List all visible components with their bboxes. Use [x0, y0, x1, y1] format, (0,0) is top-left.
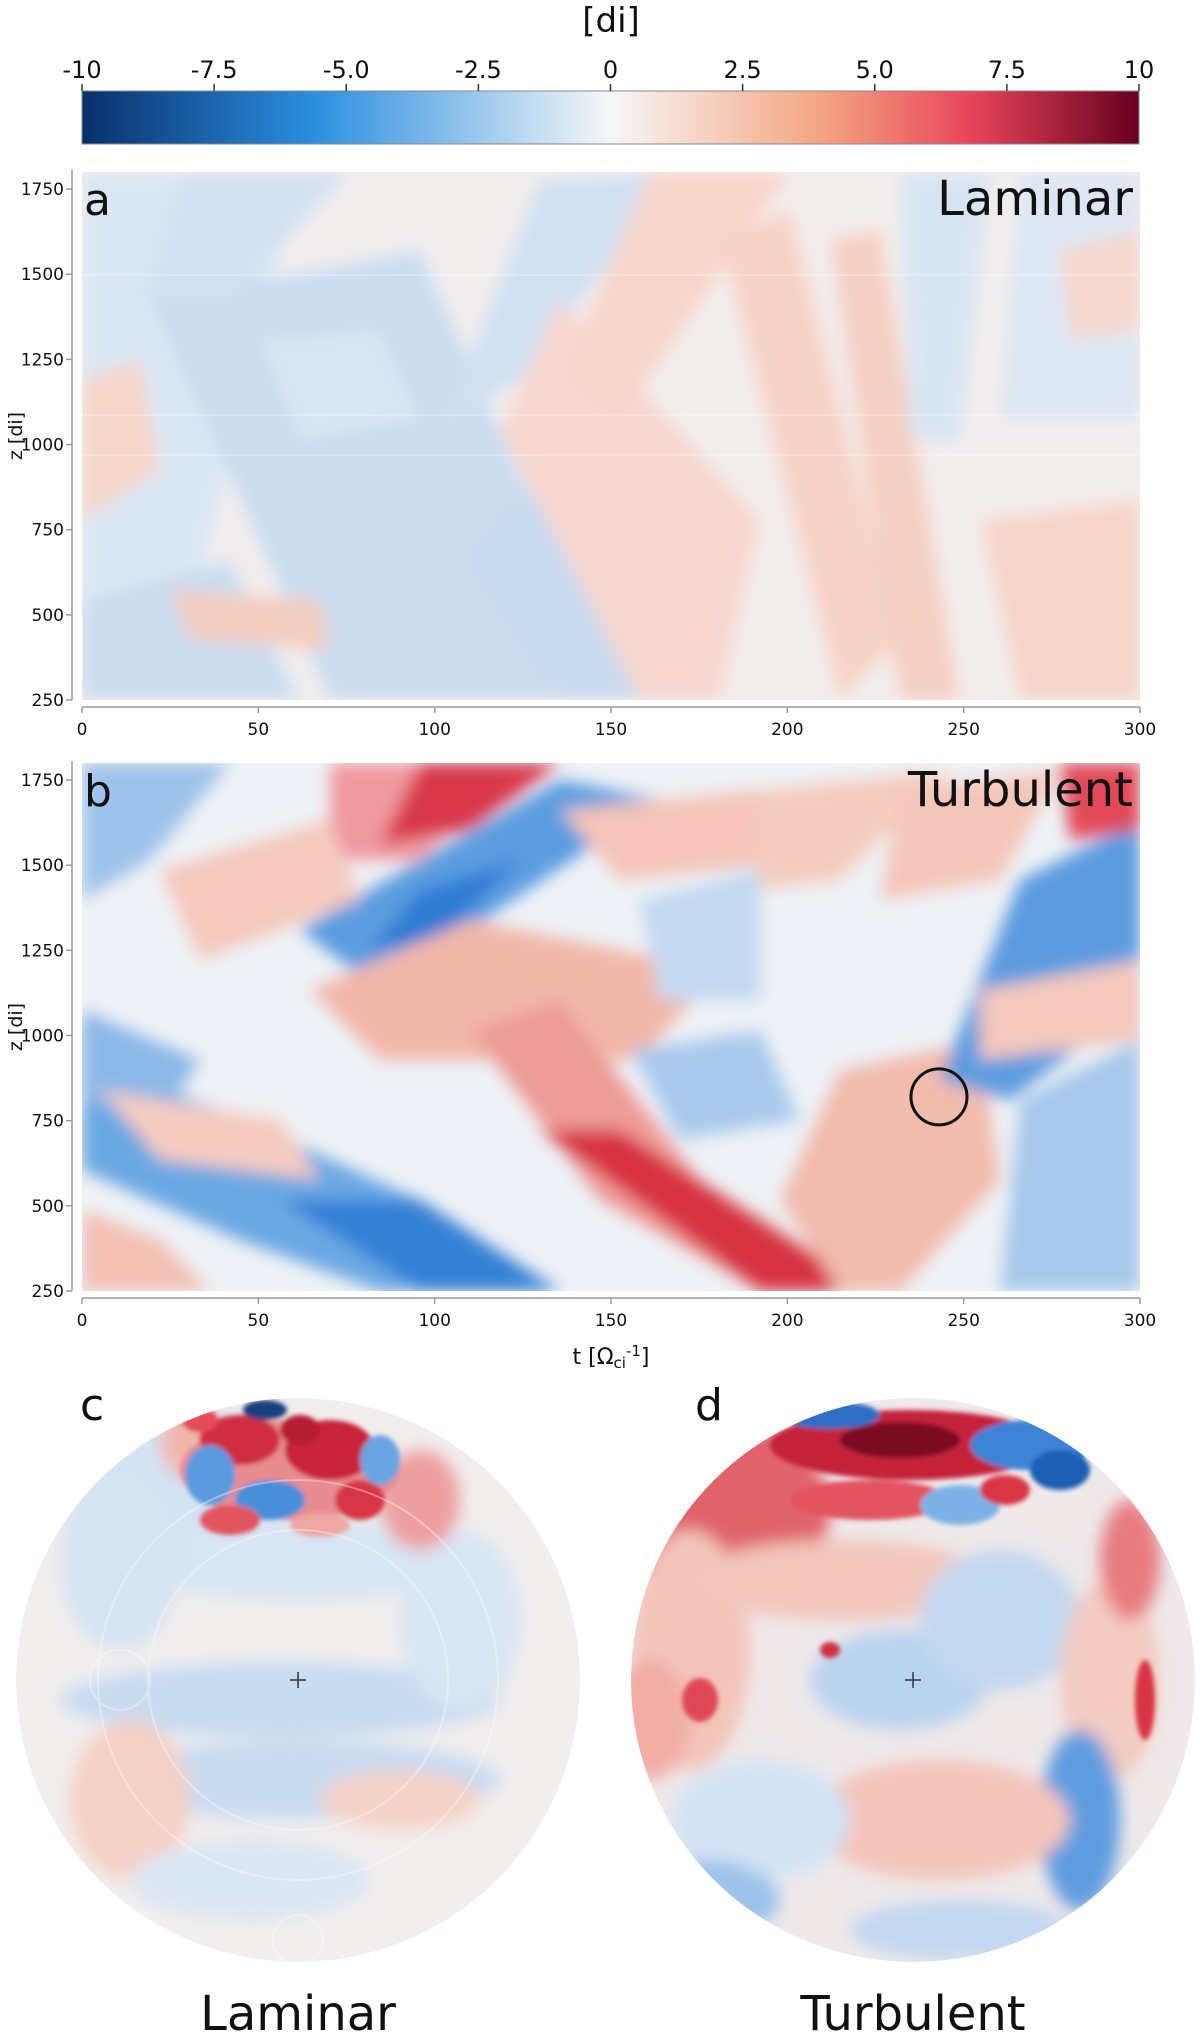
- panel-a: a Laminar z [di] 25050075010001250150017…: [5, 170, 1156, 740]
- disc-d-title: Turbulent: [799, 1986, 1025, 2034]
- disc-d: d Turbulent: [631, 1380, 1195, 2034]
- colorbar-gradient: [81, 90, 1140, 145]
- colorbar-tick-label: 2.5: [724, 56, 762, 84]
- panel-b-letter: b: [84, 766, 112, 817]
- xtick-label: 250: [947, 720, 979, 740]
- disc-c: c Laminar: [16, 1380, 580, 2034]
- ytick-label: 250: [32, 691, 64, 711]
- ytick-label: 1500: [21, 856, 64, 876]
- panel-a-xticks: 0 50 100 150 200 250 300: [77, 707, 1156, 740]
- xtick-label: 200: [771, 720, 803, 740]
- panel-b-ylabel: z [di]: [5, 1003, 27, 1051]
- xtick-label: 0: [77, 1311, 88, 1331]
- panel-b-title: Turbulent: [907, 762, 1133, 818]
- ytick-label: 750: [32, 521, 64, 541]
- xtick-label: 50: [248, 1311, 270, 1331]
- xtick-label: 100: [418, 720, 450, 740]
- panel-b-heatmap: [82, 763, 1140, 1291]
- colorbar-tick-label: 10: [1124, 56, 1155, 84]
- ytick-label: 500: [32, 606, 64, 626]
- panel-b-yticks: 250 500 750 1000 1250 1500 1750: [21, 771, 72, 1302]
- xtick-label: 300: [1124, 1311, 1156, 1331]
- panel-a-yticks: 250 500 750 1000 1250 1500 1750: [21, 180, 72, 711]
- xtick-label: 200: [771, 1311, 803, 1331]
- colorbar-tick-label: -7.5: [191, 56, 238, 84]
- ytick-label: 500: [32, 1197, 64, 1217]
- ytick-label: 750: [32, 1112, 64, 1132]
- colorbar-tick-label: 5.0: [856, 56, 894, 84]
- disc-d-center-cross: [905, 1672, 921, 1688]
- colorbar-tick-label: 7.5: [988, 56, 1026, 84]
- panel-a-letter: a: [84, 175, 111, 226]
- disc-d-heatmap: [631, 1398, 1195, 1962]
- panel-a-ylabel: z [di]: [5, 412, 27, 460]
- colorbar: [di] -10 -7.5 -5.0 -2.5 0 2.5 5.0 7.5 10: [62, 1, 1154, 145]
- colorbar-tick-label: -10: [62, 56, 101, 84]
- ytick-label: 1000: [21, 436, 64, 456]
- disc-c-center-cross: [290, 1672, 306, 1688]
- xtick-label: 50: [248, 720, 270, 740]
- ytick-label: 1500: [21, 265, 64, 285]
- colorbar-tick-label: -2.5: [455, 56, 502, 84]
- xtick-label: 0: [77, 720, 88, 740]
- xtick-label: 300: [1124, 720, 1156, 740]
- disc-c-title: Laminar: [200, 1986, 396, 2034]
- disc-d-letter: d: [695, 1380, 723, 1431]
- ytick-label: 1250: [21, 350, 64, 370]
- xtick-label: 250: [947, 1311, 979, 1331]
- marker-circle: [909, 1067, 969, 1127]
- panel-a-title: Laminar: [937, 171, 1133, 227]
- panel-b-xticks: 0 50 100 150 200 250 300: [77, 1298, 1156, 1331]
- panel-b: b Turbulent z [di] 250500750100012501500…: [5, 761, 1156, 1372]
- colorbar-label: [di]: [582, 1, 640, 41]
- ytick-label: 1750: [21, 771, 64, 791]
- colorbar-tick-label: 0: [603, 56, 618, 84]
- panel-b-xlabel: t [Ωci-1]: [573, 1342, 650, 1372]
- ytick-label: 1250: [21, 941, 64, 961]
- xtick-label: 150: [595, 720, 627, 740]
- ytick-label: 250: [32, 1282, 64, 1302]
- colorbar-ticks: -10 -7.5 -5.0 -2.5 0 2.5 5.0 7.5 10: [62, 56, 1154, 91]
- ytick-label: 1000: [21, 1027, 64, 1047]
- xtick-label: 100: [418, 1311, 450, 1331]
- ytick-label: 1750: [21, 180, 64, 200]
- xtick-label: 150: [595, 1311, 627, 1331]
- panel-a-heatmap: [82, 172, 1140, 700]
- colorbar-tick-label: -5.0: [323, 56, 370, 84]
- disc-c-letter: c: [80, 1380, 104, 1431]
